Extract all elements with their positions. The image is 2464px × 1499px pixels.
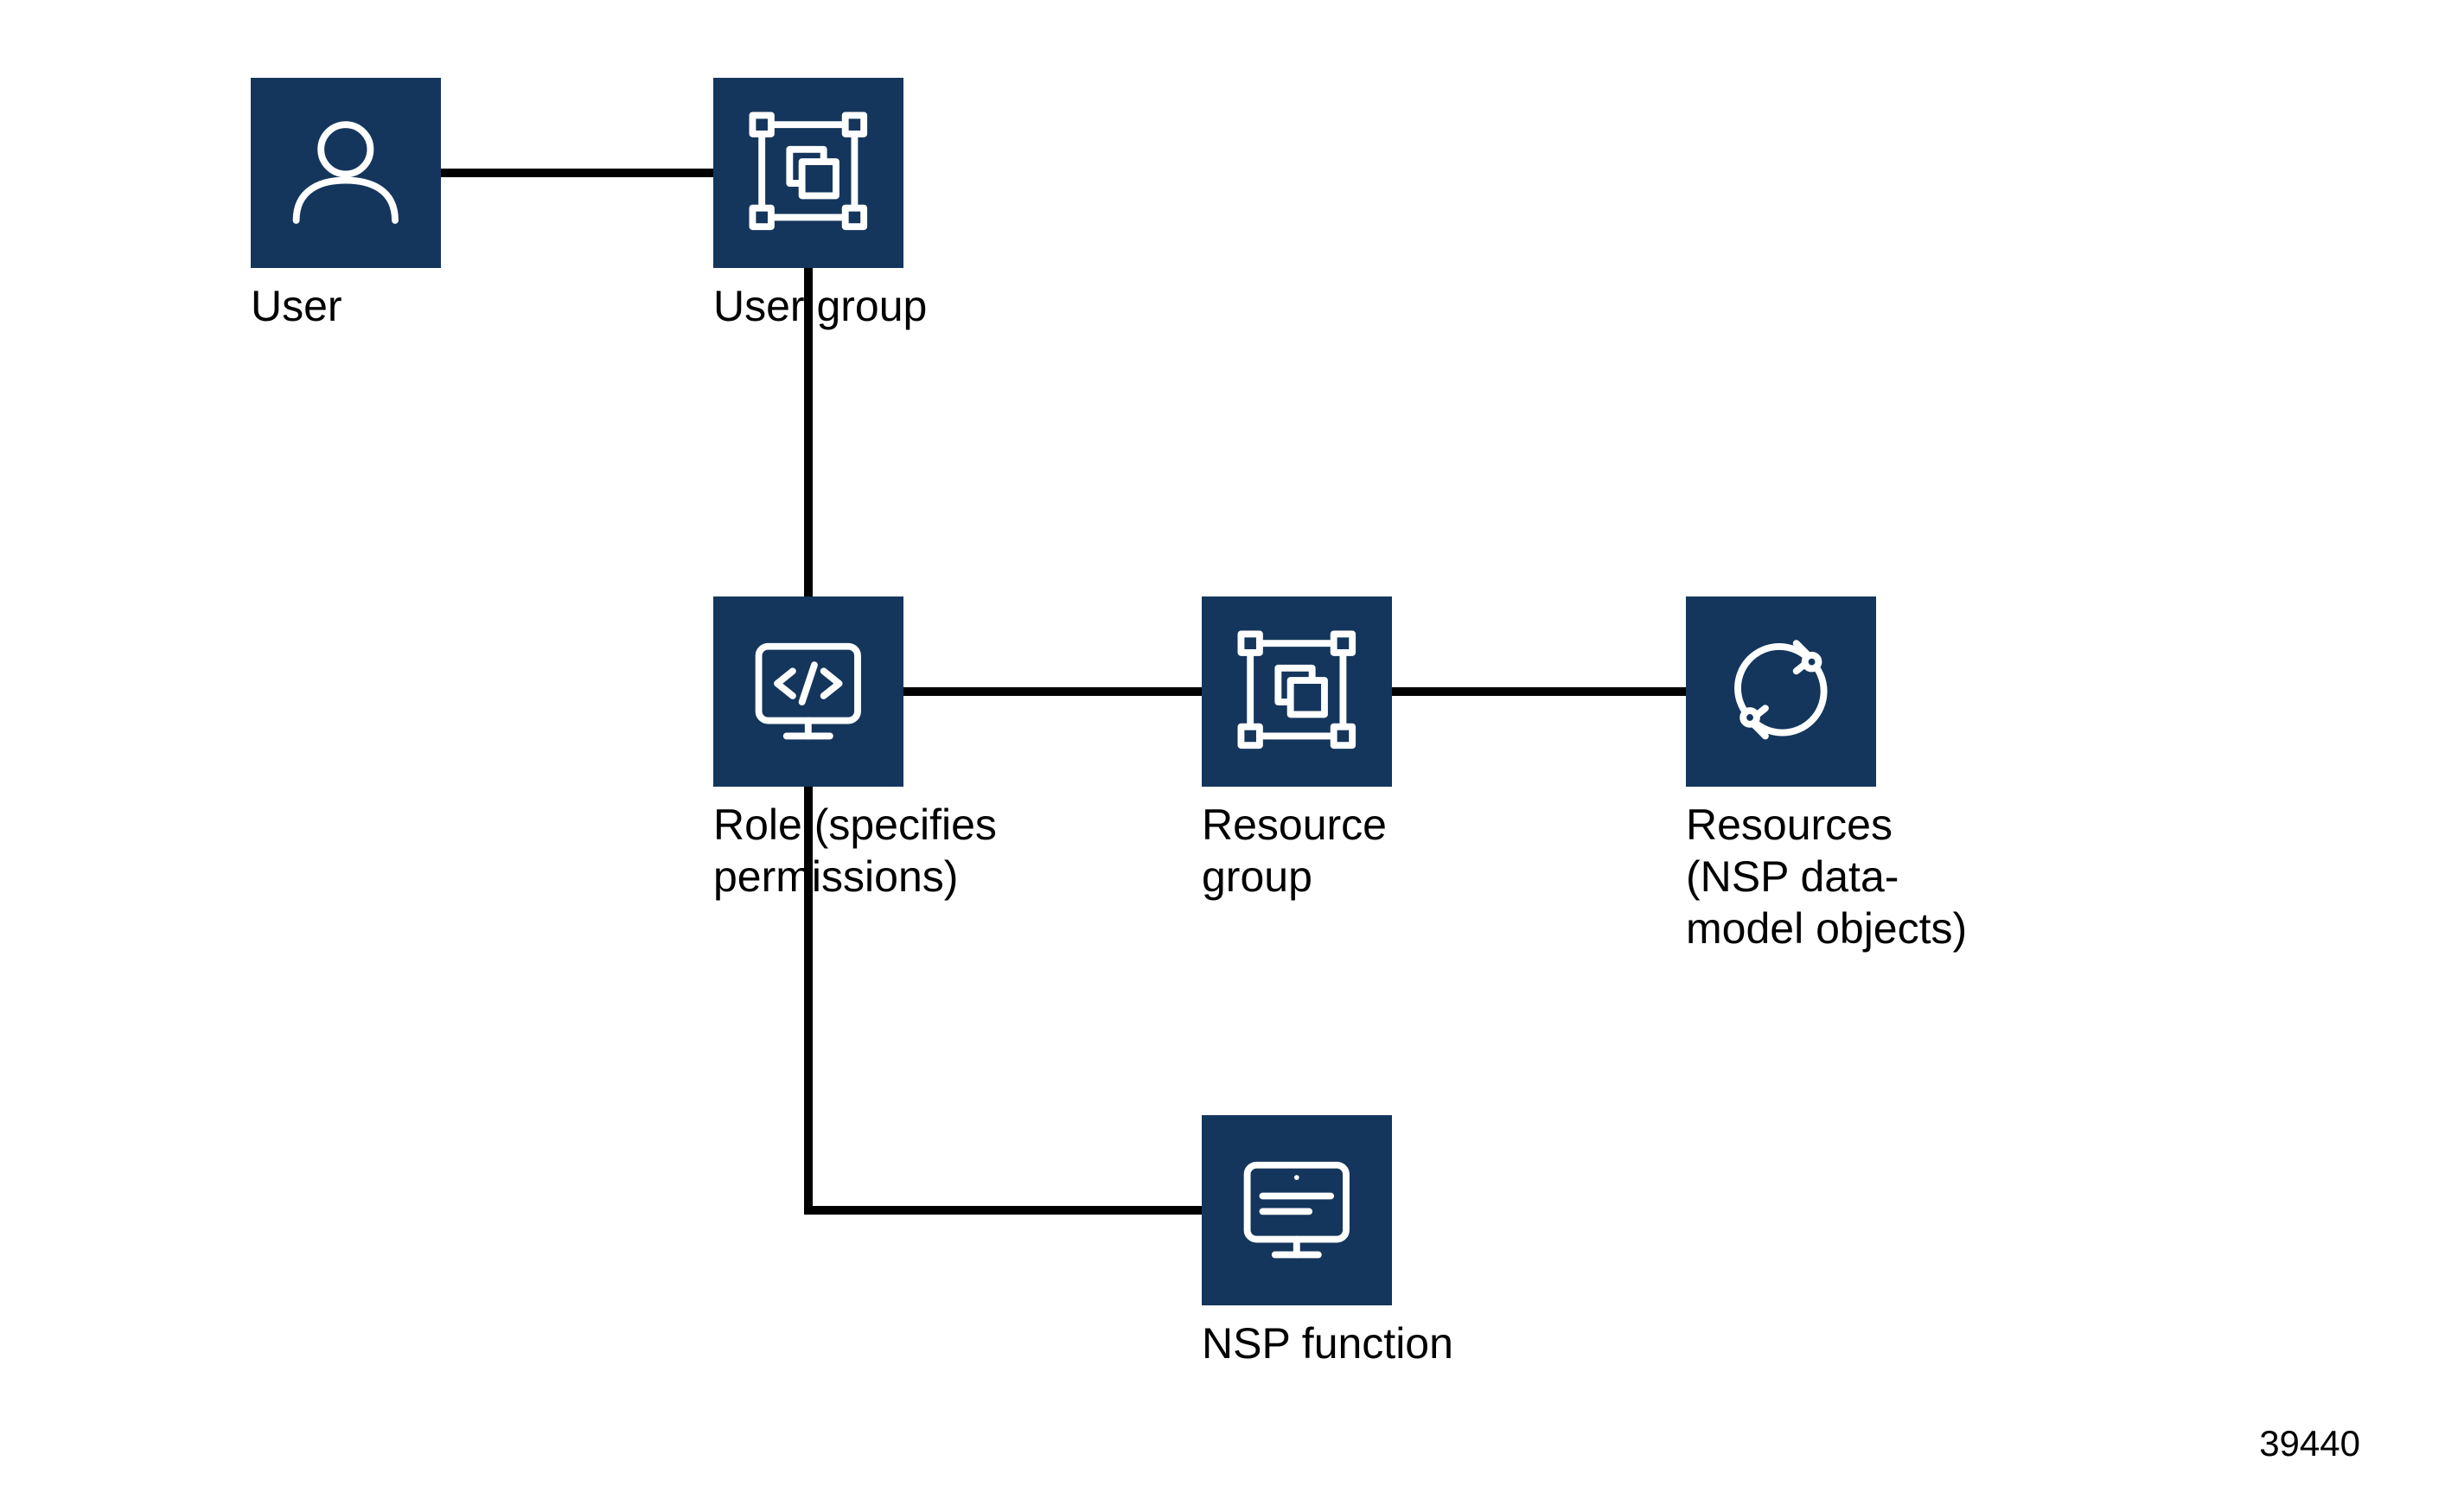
user-label: User (251, 280, 342, 332)
cycle-icon (1707, 616, 1855, 769)
list-monitor-icon (1222, 1134, 1371, 1287)
user_group-node (713, 78, 903, 268)
user-icon (271, 97, 420, 250)
resources-label: Resources (NSP data- model objects) (1686, 799, 1967, 954)
role-node (713, 596, 903, 787)
nsp_function-label: NSP function (1202, 1317, 1453, 1369)
role-label: Role (specifies permissions) (713, 799, 997, 903)
resource_group-label: Resource group (1202, 799, 1387, 903)
group-icon (734, 97, 883, 250)
resources-node (1686, 596, 1876, 787)
user-node (251, 78, 441, 268)
diagram-canvas: 39440 User User group Role (specifies perm… (0, 0, 2464, 1499)
code-monitor-icon (734, 616, 883, 769)
resource_group-node (1202, 596, 1392, 787)
nsp_function-node (1202, 1115, 1392, 1305)
user_group-label: User group (713, 280, 927, 332)
group-icon (1222, 616, 1371, 769)
diagram-id: 39440 (2259, 1423, 2360, 1464)
